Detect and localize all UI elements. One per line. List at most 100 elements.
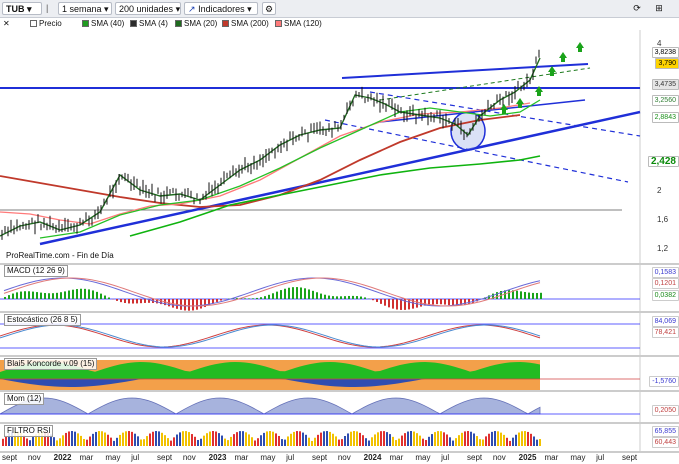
mom-label[interactable]: Mom (12) — [4, 393, 45, 405]
macd-bar — [524, 292, 526, 299]
macd-bar — [36, 292, 38, 299]
rsi-bar — [35, 434, 37, 446]
rsi-bar — [260, 435, 262, 446]
x-axis-label: mar — [234, 453, 249, 462]
rsi-bar — [95, 431, 97, 446]
rsi-bar — [65, 432, 67, 446]
macd-bar — [456, 299, 458, 306]
rsi-bar — [98, 431, 100, 446]
rsi-label[interactable]: FILTRO RSI — [4, 425, 54, 437]
macd-label[interactable]: MACD (12 26 9) — [4, 265, 68, 277]
x-axis-label: may — [260, 453, 276, 462]
macd-bar — [204, 299, 206, 308]
close-icon[interactable]: ✕ — [3, 19, 10, 28]
macd-bar — [136, 299, 138, 304]
channel-top-line — [341, 63, 589, 79]
rsi-bar — [26, 438, 28, 446]
legend-sma4[interactable]: SMA (4) — [130, 18, 168, 30]
price-tag: 3,2560 — [651, 95, 679, 106]
source-label: ProRealTime.com - Fin de Día — [6, 251, 114, 260]
expand-icon[interactable]: ⊞ — [655, 3, 663, 13]
macd-bar — [32, 291, 34, 299]
rsi-bar — [284, 439, 286, 446]
interval-select[interactable]: 1 semana ▾ — [58, 2, 112, 15]
up-arrow-icon — [559, 52, 567, 62]
macd-bar — [88, 289, 90, 299]
rsi-bar — [431, 434, 433, 446]
rsi-bar — [485, 436, 487, 446]
rsi-bar — [233, 434, 235, 446]
macd-bar — [248, 298, 250, 299]
rsi-bar — [506, 437, 508, 446]
rsi-bar — [335, 436, 337, 446]
rsi-bar — [308, 437, 310, 446]
macd-bar — [468, 299, 470, 305]
rsi-bar — [491, 431, 493, 446]
rsi-bar — [191, 434, 193, 446]
x-axis-label: may — [415, 453, 431, 462]
stoch-label[interactable]: Estocástico (26 8 5) — [4, 314, 81, 326]
rsi-bar — [326, 431, 328, 446]
legend-sma200[interactable]: SMA (200) — [222, 18, 269, 30]
rsi-bar — [47, 432, 49, 446]
rsi-bar — [434, 432, 436, 446]
rsi-bar — [254, 440, 256, 446]
rsi-bar — [8, 433, 10, 446]
macd-bar — [256, 297, 258, 299]
sma40-line — [129, 155, 541, 237]
rsi-bar — [524, 431, 526, 446]
legend-sma20[interactable]: SMA (20) — [175, 18, 217, 30]
highlight-circle — [450, 111, 486, 151]
rsi-bar — [479, 439, 481, 446]
macd-bar — [388, 299, 390, 308]
rsi-bar — [110, 437, 112, 446]
rsi-bar — [44, 431, 46, 446]
indicators-button[interactable]: ↗ Indicadores ▾ — [184, 2, 258, 15]
rsi-bar — [80, 435, 82, 446]
rsi-bar — [338, 439, 340, 446]
blai5-label[interactable]: Blai5 Koncorde v.09 (15) — [4, 358, 98, 370]
refresh-icon[interactable]: ⟳ — [633, 3, 641, 13]
up-arrow-icon — [535, 86, 543, 96]
legend-price[interactable]: Precio — [30, 18, 62, 30]
rsi-bar — [167, 438, 169, 446]
macd-bar — [508, 290, 510, 299]
macd-bar — [40, 292, 42, 299]
rsi-bar — [341, 439, 343, 446]
rsi-bar — [20, 433, 22, 446]
macd-bar — [76, 289, 78, 299]
x-axis-label: mar — [389, 453, 404, 462]
settings-icon[interactable]: ⚙ — [262, 2, 276, 15]
macd-bar — [148, 299, 150, 303]
macd-bar — [264, 296, 266, 299]
uptrend-line — [39, 110, 641, 246]
macd-bar — [316, 292, 318, 299]
rsi-bar — [512, 437, 514, 446]
macd-bar — [400, 299, 402, 310]
x-axis-label: sept — [622, 453, 638, 462]
macd-bar — [424, 299, 426, 306]
x-axis-label: may — [105, 453, 121, 462]
legend-sma40[interactable]: SMA (40) — [82, 18, 124, 30]
rsi-bar — [62, 435, 64, 446]
rsi-bar — [272, 431, 274, 446]
macd-bar — [276, 291, 278, 299]
rsi-bar — [83, 438, 85, 446]
ticker-select[interactable]: TUB ▾ — [2, 2, 42, 15]
rsi-bar — [299, 431, 301, 446]
price-tag: 3,8238 — [651, 47, 679, 58]
x-axis-label: sept — [157, 453, 173, 462]
rsi-bar — [311, 440, 313, 446]
macd-bar — [272, 293, 274, 299]
rsi-bar — [407, 431, 409, 446]
macd-bar — [324, 294, 326, 299]
units-select[interactable]: 200 unidades ▾ — [115, 2, 181, 15]
macd-bar — [184, 299, 186, 311]
rsi-bar — [41, 431, 43, 446]
legend-sma120[interactable]: SMA (120) — [275, 18, 322, 30]
koncorde-blue-area — [0, 379, 540, 387]
macd-bar — [24, 291, 26, 299]
rsi-bar — [221, 435, 223, 446]
macd-bar — [116, 299, 118, 301]
